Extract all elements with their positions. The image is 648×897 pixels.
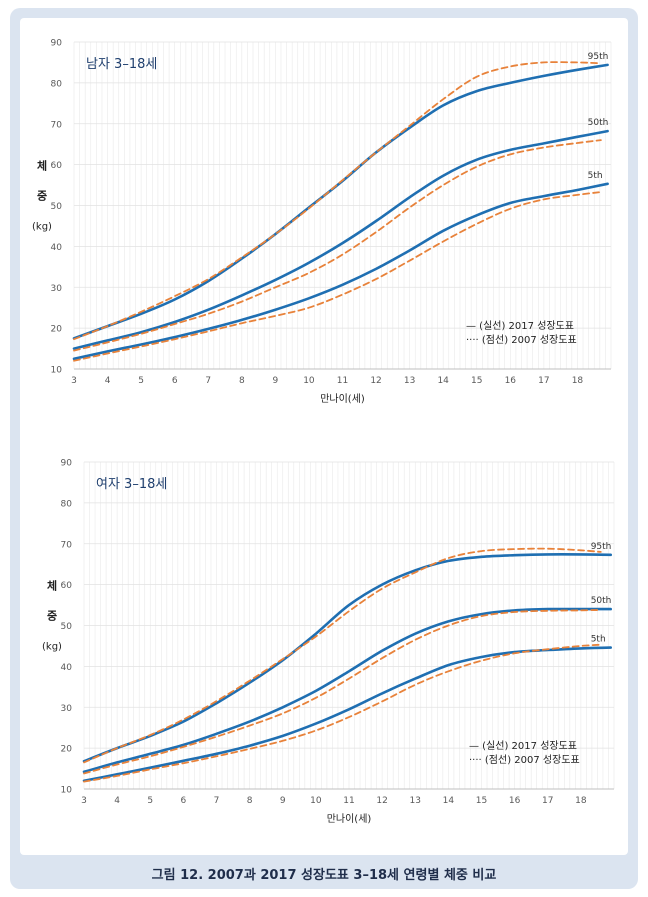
y-tick-label: 50 <box>51 202 63 212</box>
figure-panel <box>20 18 628 855</box>
x-tick-label: 6 <box>172 376 178 386</box>
x-tick-label: 3 <box>71 376 77 386</box>
series-line-5th-2007 <box>83 643 602 783</box>
y-tick-label: 70 <box>61 540 73 550</box>
x-tick-label: 12 <box>376 796 387 806</box>
x-tick-label: 7 <box>214 796 220 806</box>
y-axis-label: 체 <box>37 159 47 173</box>
legend-2017: — (실선) 2017 성장도표 <box>466 320 574 332</box>
series-line-95th-2017 <box>82 552 612 763</box>
series-line-50th-2007 <box>73 139 602 352</box>
series-line-50th-2017 <box>82 607 612 774</box>
y-tick-label: 50 <box>61 622 73 632</box>
x-axis-label: 만나이(세) <box>327 813 372 825</box>
x-tick-label: 14 <box>443 796 455 806</box>
grid-lines <box>83 461 615 790</box>
chart-title: 남자 3–18세 <box>86 57 157 72</box>
y-tick-label: 80 <box>61 499 73 509</box>
series-label-95th: 95th <box>588 52 609 62</box>
series-line-50th-2017 <box>72 129 609 350</box>
x-tick-label: 5 <box>147 796 153 806</box>
series-line-50th-2007 <box>83 609 602 775</box>
x-tick-label: 7 <box>205 376 211 386</box>
x-tick-label: 15 <box>471 376 482 386</box>
figure-caption: 그림 12. 2007과 2017 성장도표 3–18세 연령별 체중 비교 <box>151 867 497 883</box>
x-tick-label: 11 <box>343 796 354 806</box>
y-tick-label: 90 <box>61 459 73 469</box>
x-tick-label: 6 <box>181 796 187 806</box>
x-tick-label: 9 <box>280 796 286 806</box>
y-axis-label: 체 <box>47 579 57 593</box>
chart-male-weight: 10 20 30 40 50 60 70 80 90 3 4 5 6 7 8 9 10 11 12 13 14 15 16 1… <box>32 39 612 405</box>
x-tick-label: 5 <box>138 376 144 386</box>
x-tick-label: 18 <box>572 376 584 386</box>
x-tick-label: 17 <box>542 796 553 806</box>
series-label-5th: 5th <box>591 635 606 645</box>
x-tick-label: 18 <box>575 796 587 806</box>
y-tick-label: 80 <box>51 79 63 89</box>
x-tick-label: 8 <box>247 796 253 806</box>
x-axis-label: 만나이(세) <box>320 393 365 405</box>
series-line-95th-2007 <box>83 547 602 764</box>
x-tick-label: 4 <box>114 796 120 806</box>
series-label-95th: 95th <box>591 542 612 552</box>
x-tick-label: 14 <box>437 376 449 386</box>
x-tick-label: 8 <box>239 376 245 386</box>
x-tick-label: 4 <box>105 376 111 386</box>
series-line-5th-2017 <box>72 182 609 361</box>
x-tick-label: 15 <box>476 796 487 806</box>
y-tick-label: 40 <box>61 663 73 673</box>
y-tick-label: 10 <box>61 786 73 796</box>
x-tick-label: 16 <box>505 376 517 386</box>
chart-title: 여자 3–18세 <box>96 477 167 492</box>
legend-2007: ···· (점선) 2007 성장도표 <box>469 754 580 766</box>
y-tick-label: 60 <box>61 581 73 591</box>
y-tick-label: 70 <box>51 120 63 130</box>
y-axis-label: 중 <box>47 610 57 623</box>
y-tick-label: 20 <box>61 745 73 755</box>
x-tick-label: 16 <box>509 796 521 806</box>
y-tick-label: 20 <box>51 325 63 335</box>
legend-2007: ···· (점선) 2007 성장도표 <box>466 334 577 346</box>
y-tick-label: 90 <box>51 39 63 49</box>
series-label-5th: 5th <box>588 171 603 181</box>
x-tick-label: 13 <box>410 796 421 806</box>
y-tick-label: 40 <box>51 243 63 253</box>
y-tick-label: 60 <box>51 161 63 171</box>
y-tick-label: 10 <box>51 366 63 376</box>
x-tick-label: 17 <box>538 376 549 386</box>
x-tick-label: 9 <box>273 376 279 386</box>
x-tick-label: 10 <box>303 376 315 386</box>
series-line-95th-2007 <box>73 61 602 341</box>
series-line-5th-2007 <box>73 191 602 362</box>
x-tick-label: 12 <box>370 376 381 386</box>
x-tick-label: 10 <box>310 796 322 806</box>
x-tick-label: 11 <box>337 376 348 386</box>
series-label-50th: 50th <box>588 118 609 128</box>
x-tick-label: 13 <box>404 376 415 386</box>
legend-2017: — (실선) 2017 성장도표 <box>469 740 577 752</box>
y-tick-label: 30 <box>61 704 73 714</box>
y-tick-label: 30 <box>51 284 63 294</box>
y-axis-label: 중 <box>37 190 47 203</box>
series-label-50th: 50th <box>591 596 612 606</box>
x-tick-label: 3 <box>81 796 87 806</box>
y-axis-label: (kg) <box>42 642 62 653</box>
y-axis-label: (kg) <box>32 222 52 233</box>
